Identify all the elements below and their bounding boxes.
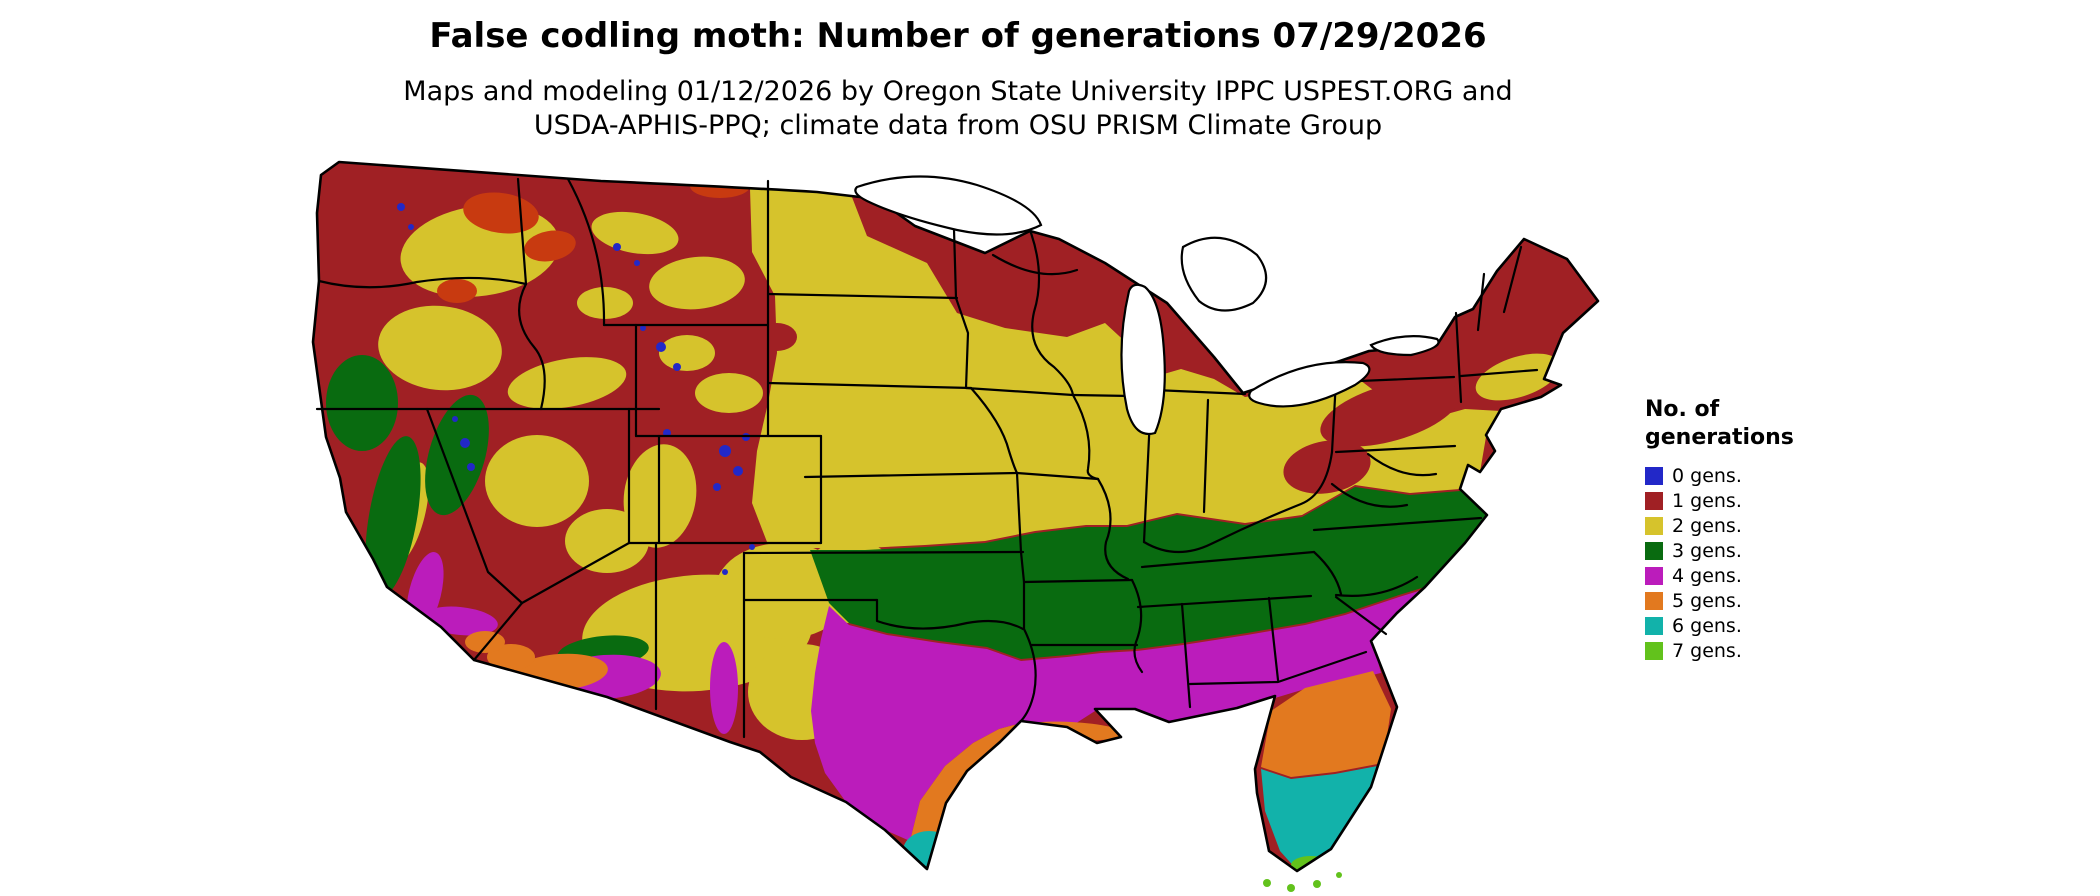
legend-item-0-gens: 0 gens. (1645, 463, 1965, 488)
legend-item-1-gens: 1 gens. (1645, 488, 1965, 513)
legend-label: 7 gens. (1672, 639, 1742, 662)
map-subtitle-line2: USDA-APHIS-PPQ; climate data from OSU PR… (533, 109, 1383, 141)
lake-ontario (1369, 335, 1440, 357)
map-subtitle: Maps and modeling 01/12/2026 by Oregon S… (0, 75, 1916, 143)
legend-swatch-6-gens (1645, 616, 1663, 635)
legend-swatch-0-gens (1645, 466, 1663, 485)
legend-item-3-gens: 3 gens. (1645, 538, 1965, 563)
us-map (305, 150, 1605, 892)
legend-label: 0 gens. (1672, 464, 1742, 487)
legend-label: 5 gens. (1672, 589, 1742, 612)
legend-title-line1: No. of (1645, 397, 1720, 422)
us-outline (311, 160, 1600, 873)
legend-swatch-1-gens (1645, 491, 1663, 510)
florida-keys-7-gens (1263, 872, 1342, 892)
region-3-gens (326, 355, 1487, 669)
legend-label: 1 gens. (1672, 489, 1742, 512)
us-map-svg (311, 160, 1600, 892)
lake-superior (854, 175, 1043, 236)
region-6-gens (903, 765, 1383, 871)
legend-title: No. of generations (1645, 396, 1965, 451)
legend-label: 3 gens. (1672, 539, 1742, 562)
legend-title-line2: generations (1645, 424, 1794, 450)
legend-label: 4 gens. (1672, 564, 1742, 587)
legend-swatch-4-gens (1645, 566, 1663, 585)
legend-label: 6 gens. (1672, 614, 1742, 637)
lake-huron (1180, 236, 1268, 312)
great-lakes (854, 175, 1440, 436)
header: False codling moth: Number of generation… (0, 16, 1916, 142)
legend-swatch-5-gens (1645, 591, 1663, 610)
map-title: False codling moth: Number of generation… (429, 16, 1487, 56)
legend-swatch-2-gens (1645, 516, 1663, 535)
legend-item-2-gens: 2 gens. (1645, 513, 1965, 538)
legend-item-6-gens: 6 gens. (1645, 613, 1965, 638)
legend-item-4-gens: 4 gens. (1645, 563, 1965, 588)
legend-swatch-7-gens (1645, 641, 1663, 660)
map-subtitle-line1: Maps and modeling 01/12/2026 by Oregon S… (403, 75, 1513, 107)
legend-item-7-gens: 7 gens. (1645, 638, 1965, 663)
legend-label: 2 gens. (1672, 514, 1742, 537)
lake-erie (1248, 361, 1371, 408)
legend-item-5-gens: 5 gens. (1645, 588, 1965, 613)
legend-items: 0 gens. 1 gens. 2 gens. 3 gens. 4 gens. … (1645, 463, 1965, 663)
legend-swatch-3-gens (1645, 541, 1663, 560)
lake-michigan (1120, 283, 1166, 436)
legend: No. of generations 0 gens. 1 gens. 2 gen… (1645, 396, 1965, 663)
